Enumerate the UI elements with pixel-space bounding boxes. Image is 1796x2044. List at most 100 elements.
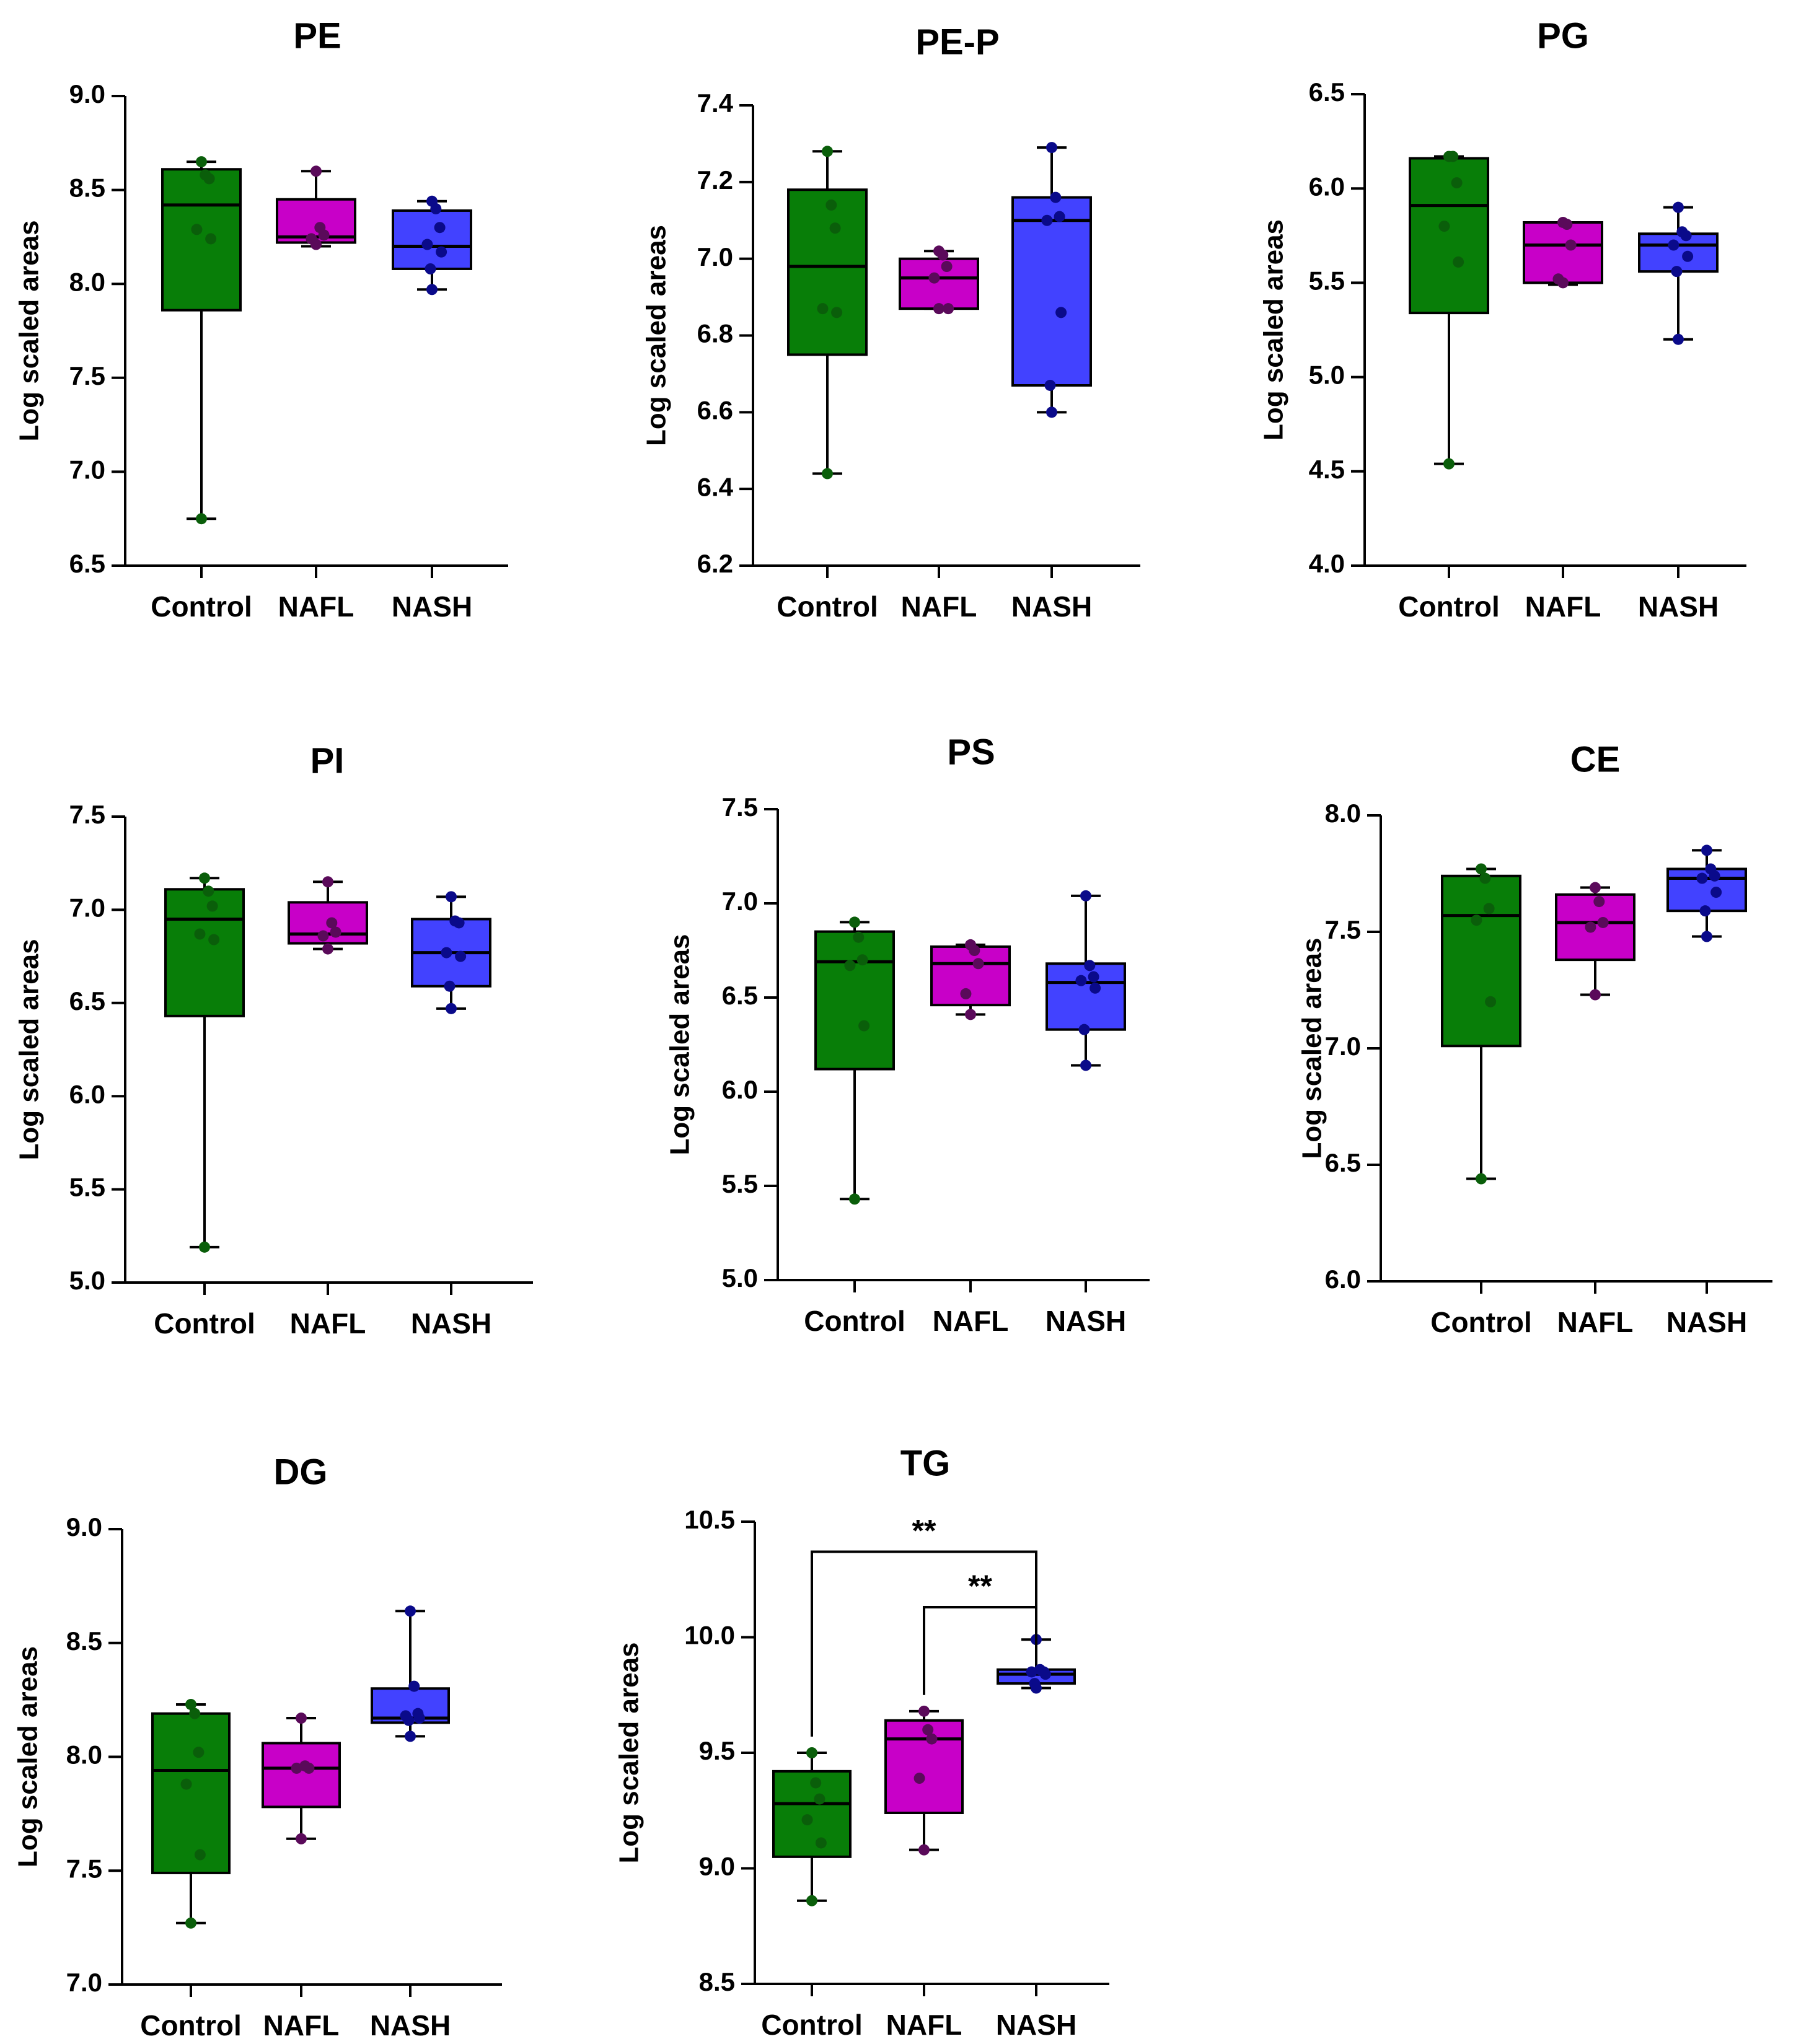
data-point	[1080, 1059, 1091, 1071]
data-point	[822, 468, 833, 480]
box-nash	[1045, 890, 1126, 1071]
data-point	[194, 928, 206, 940]
data-point	[1080, 890, 1091, 901]
significance-bracket: **	[811, 1514, 1037, 1737]
data-point	[408, 1680, 420, 1692]
data-point	[208, 934, 220, 945]
box-control	[161, 156, 242, 525]
y-tick-label: 6.0	[1325, 1265, 1361, 1294]
x-tick-label: Control	[1430, 1306, 1532, 1338]
x-tick-label: NAFL	[290, 1307, 366, 1340]
data-point	[1050, 191, 1062, 203]
data-point	[844, 960, 856, 972]
data-point	[1075, 975, 1087, 986]
y-tick-label: 9.0	[66, 1512, 102, 1542]
data-point	[1593, 896, 1605, 908]
chart-title: PE-P	[915, 22, 999, 62]
box-iqr	[1011, 196, 1092, 387]
y-tick-label: 6.0	[1309, 172, 1345, 201]
data-point	[849, 1193, 860, 1205]
data-point	[203, 885, 214, 897]
data-point	[196, 156, 207, 168]
data-point	[817, 303, 829, 315]
box-iqr	[161, 168, 242, 312]
data-point	[1084, 960, 1096, 972]
y-tick-label: 4.0	[1309, 549, 1345, 578]
box-nafl	[884, 1705, 964, 1856]
data-point	[801, 1814, 813, 1826]
data-point	[413, 1713, 425, 1724]
data-point	[444, 980, 456, 992]
x-tick-label: Control	[1398, 590, 1500, 623]
x-tick-label: NAFL	[1525, 590, 1601, 623]
data-point	[296, 1713, 307, 1724]
chart-title: PS	[947, 732, 995, 772]
x-tick-label: NAFL	[933, 1305, 1009, 1337]
box-iqr	[151, 1712, 231, 1874]
box-control	[151, 1698, 231, 1929]
y-tick-label: 5.0	[1309, 361, 1345, 390]
y-tick-label: 7.5	[69, 800, 105, 829]
y-axis-label: Log scaled areas	[14, 220, 45, 441]
box-control	[772, 1747, 852, 1906]
y-tick-label: 7.0	[66, 1968, 102, 1997]
data-point	[1046, 406, 1057, 418]
data-point	[831, 307, 843, 318]
y-tick-label: 8.5	[66, 1626, 102, 1656]
data-point	[1055, 307, 1067, 318]
data-point	[853, 931, 865, 943]
chart-panel-pe: PE Log scaled areas 6.5 7.0 7.5 8.0 8.5 9.0 Cont…	[14, 15, 508, 623]
chart-title: PE	[293, 15, 341, 56]
data-point	[330, 926, 341, 938]
box-iqr	[814, 930, 895, 1071]
chart-panel-dg: DG Log scaled areas 7.0 7.5 8.0 8.5 9.0 Control…	[13, 1452, 502, 2042]
y-axis-label: Log scaled areas	[641, 225, 672, 446]
data-point	[322, 943, 333, 955]
chart-panel-ce: CE Log scaled areas 6.0 6.5 7.0 7.5 8.0 Control…	[1297, 739, 1772, 1338]
data-point	[310, 239, 322, 250]
data-point	[318, 229, 330, 241]
data-point	[1438, 221, 1450, 232]
data-point	[941, 261, 953, 273]
y-tick-label: 10.0	[684, 1621, 735, 1650]
data-point	[405, 1730, 416, 1742]
data-point	[922, 1724, 934, 1735]
data-point	[185, 1917, 196, 1929]
x-tick-label: NAFL	[901, 590, 977, 623]
data-point	[928, 272, 940, 284]
y-tick-label: 6.5	[722, 981, 758, 1010]
data-point	[1039, 1669, 1051, 1680]
box-nash	[371, 1605, 450, 1742]
data-point	[199, 1241, 210, 1253]
box-iqr	[164, 888, 245, 1017]
x-tick-label: NASH	[1045, 1305, 1126, 1337]
x-tick-label: Control	[761, 2009, 863, 2041]
data-point	[960, 988, 972, 999]
box-nafl	[262, 1713, 341, 1844]
data-point	[856, 954, 868, 966]
data-point	[193, 1747, 205, 1758]
x-tick-label: NASH	[1011, 590, 1092, 623]
data-point	[1680, 230, 1692, 242]
data-point	[326, 917, 338, 929]
data-point	[434, 222, 446, 234]
y-tick-label: 8.0	[66, 1740, 102, 1770]
data-point	[1597, 916, 1609, 928]
data-point	[926, 1733, 938, 1745]
chart-panel-pg: PG Log scaled areas 4.0 4.5 5.0 5.5 6.0 6.5 Cont…	[1259, 15, 1746, 623]
data-point	[969, 945, 980, 956]
y-tick-label: 6.0	[722, 1075, 758, 1104]
data-point	[436, 246, 447, 258]
y-tick-label: 6.0	[69, 1079, 105, 1108]
data-point	[1088, 971, 1099, 983]
y-tick-label: 7.2	[697, 165, 733, 195]
data-point	[1046, 142, 1057, 154]
box-control	[164, 872, 245, 1253]
y-tick-label: 7.5	[722, 792, 758, 822]
y-tick-label: 8.5	[69, 173, 105, 203]
box-iqr	[1045, 962, 1126, 1031]
data-point	[1673, 201, 1684, 213]
data-point	[806, 1895, 817, 1906]
data-point	[426, 284, 438, 296]
box-nafl	[1555, 882, 1635, 1001]
